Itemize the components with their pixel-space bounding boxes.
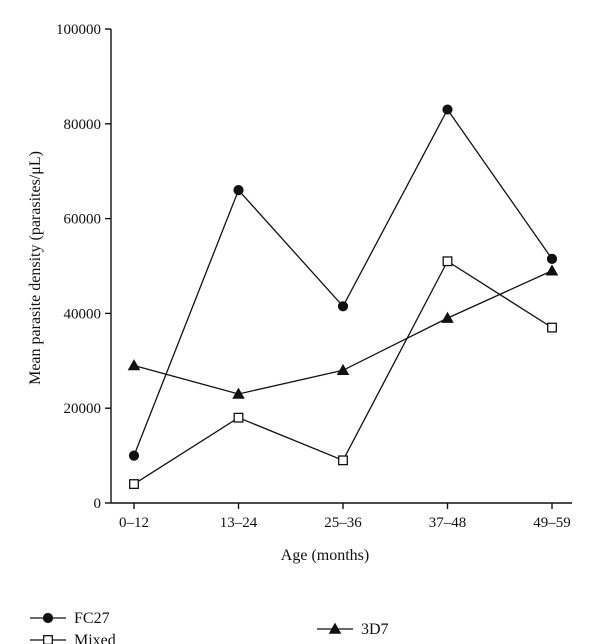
y-tick-label: 20000 <box>64 401 102 417</box>
data-point-fc27 <box>337 301 349 312</box>
data-point-3d7 <box>545 264 559 276</box>
x-tick-label: 0–12 <box>119 515 149 531</box>
legend-marker <box>42 612 54 624</box>
legend-marker <box>43 635 53 644</box>
series-line-3d7 <box>133 270 553 395</box>
data-point-mixed <box>338 455 348 466</box>
data-point-3d7 <box>336 363 350 376</box>
x-tick-label: 13–24 <box>220 515 258 531</box>
legend-label: FC27 <box>74 610 110 627</box>
y-axis-title: Mean parasite density (parasites/μL) <box>27 151 44 385</box>
data-point-fc27 <box>546 253 558 264</box>
data-point-fc27 <box>442 104 453 115</box>
y-tick-label: 60000 <box>64 212 102 228</box>
data-point-fc27 <box>128 450 140 461</box>
legend-label: 3D7 <box>361 621 389 638</box>
legend-item-3d7: 3D7 <box>317 621 389 638</box>
data-point-3d7 <box>232 387 245 399</box>
y-tick-label: 40000 <box>64 306 102 322</box>
x-tick-label: 25–36 <box>324 515 362 531</box>
y-tick-label: 80000 <box>64 117 102 133</box>
data-point-mixed <box>233 412 244 423</box>
x-tick-label: 37–48 <box>429 515 467 531</box>
legend-marker <box>328 622 342 634</box>
data-point-3d7 <box>441 311 454 323</box>
data-point-3d7 <box>127 359 141 371</box>
data-point-fc27 <box>233 185 244 196</box>
legend-item-fc27: FC27 <box>30 610 110 627</box>
series-line-fc27 <box>133 108 553 456</box>
data-point-mixed <box>547 322 557 333</box>
legend: FC27 Mixed 3D7 <box>30 610 389 644</box>
legend-item-mixed: Mixed <box>30 632 116 644</box>
y-tick-label: 0 <box>94 496 102 512</box>
plot-area: 0 20000 40000 60000 80000 100000 0–12 13–24 25–3… <box>56 22 572 531</box>
legend-label: Mixed <box>74 632 116 644</box>
data-point-mixed <box>442 256 453 267</box>
y-tick-label: 100000 <box>56 22 101 38</box>
x-tick-label: 49–59 <box>533 515 571 531</box>
x-axis-title: Age (months) <box>281 547 369 564</box>
data-point-mixed <box>129 479 139 489</box>
